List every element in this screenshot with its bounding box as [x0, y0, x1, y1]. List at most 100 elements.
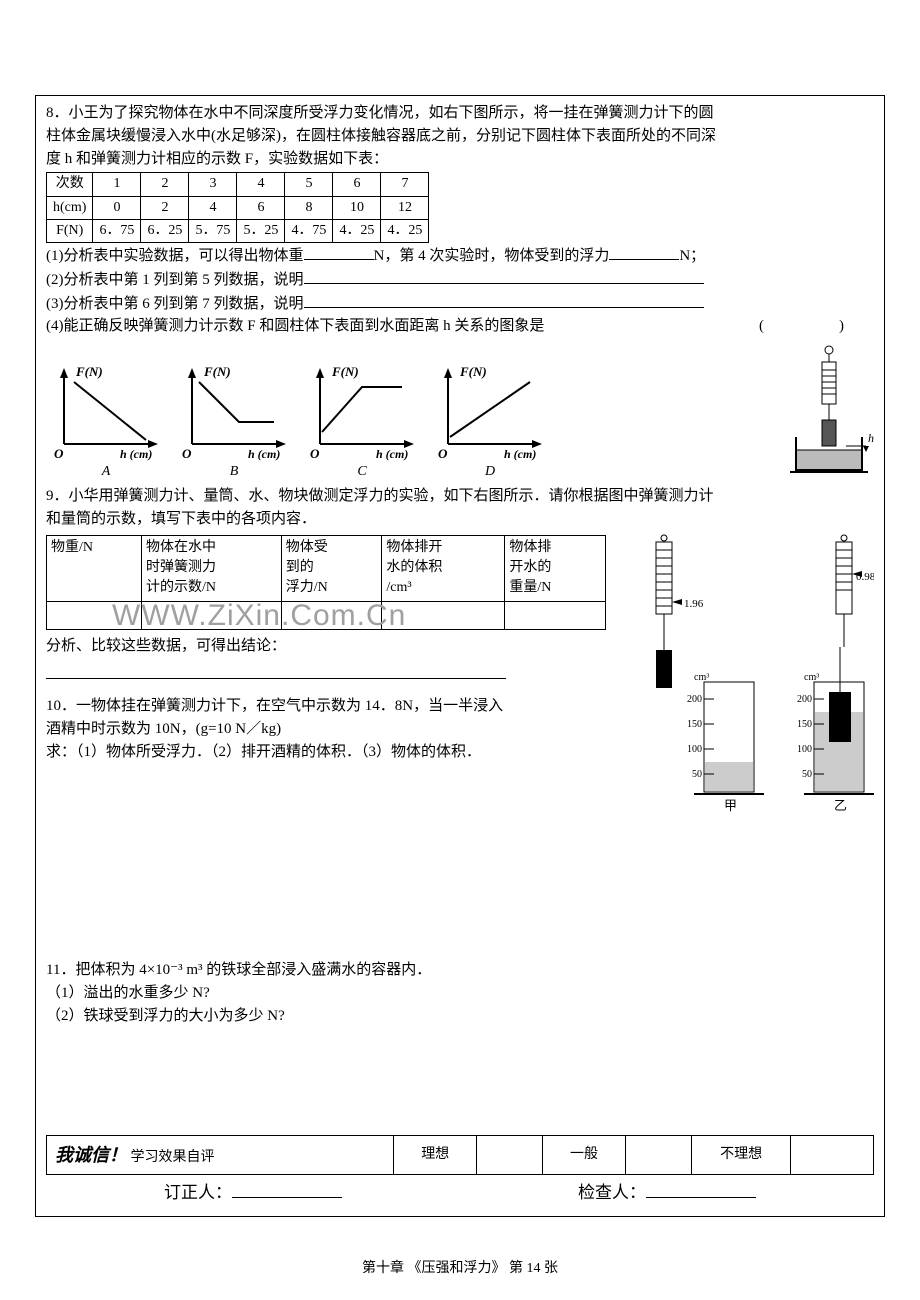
q9-left: 物重/N 物体在水中 时弹簧测力 计的示数/N 物体受 到的 浮力/N 物体排开…	[46, 532, 606, 765]
q8-blank-line1: (1)分析表中实验数据，可以得出物体重 N，第 4 次实验时，物体受到的浮力 N；	[46, 245, 874, 268]
eval-lead-rest: 学习效果自评	[127, 1150, 215, 1165]
q9-wrap: 物重/N 物体在水中 时弹簧测力 计的示数/N 物体受 到的 浮力/N 物体排开…	[46, 532, 874, 820]
q9-intro2: 和量筒的示数，填写下表中的各项内容．	[46, 509, 874, 531]
svg-text:O: O	[438, 446, 448, 461]
eval-check[interactable]	[791, 1135, 874, 1174]
signer-a: 订正人：	[164, 1181, 342, 1206]
q8-l1b: N，第 4 次实验时，物体受到的浮力	[374, 248, 610, 264]
chart-c-label: C	[302, 462, 422, 482]
signers-row: 订正人： 检查人：	[46, 1181, 874, 1206]
q8-th: 4	[237, 173, 285, 196]
q9-intro1: 9．小华用弹簧测力计、量筒、水、物块做测定浮力的实验，如下右图所示．请你根据图中…	[46, 486, 874, 508]
q8-intro-line2: 柱体金属块缓慢浸入水中(水足够深)，在圆柱体接触容器底之前，分别记下圆柱体下表面…	[46, 126, 874, 148]
fill-blank[interactable]	[304, 293, 704, 308]
q8-th: 7	[381, 173, 429, 196]
q8-cell: 4．25	[333, 219, 381, 242]
q8-cell: 6．25	[141, 219, 189, 242]
eval-check[interactable]	[477, 1135, 543, 1174]
svg-text:h (cm): h (cm)	[248, 447, 280, 461]
svg-text:O: O	[182, 446, 192, 461]
q8-l1a: (1)分析表中实验数据，可以得出物体重	[46, 248, 304, 264]
q8-data-table: 次数 1 2 3 4 5 6 7 h(cm) 0 2 4 6 8 10 12 F…	[46, 172, 429, 243]
chart-c-svg: F(N) h (cm) O	[302, 362, 422, 462]
chart-d-label: D	[430, 462, 550, 482]
q9-h0: 物重/N	[47, 535, 142, 601]
fill-blank[interactable]	[304, 245, 374, 260]
q8-cell: 8	[285, 196, 333, 219]
svg-text:200: 200	[797, 694, 812, 705]
svg-text:50: 50	[692, 769, 702, 780]
chart-b-label: B	[174, 462, 294, 482]
q8-th: 3	[189, 173, 237, 196]
svg-text:h: h	[868, 431, 874, 445]
q8-cell: 0	[93, 196, 141, 219]
q8-intro-line3: 度 h 和弹簧测力计相应的示数 F，实验数据如下表：	[46, 149, 874, 171]
q9-blank-cell[interactable]: WWW.ZiXin.Com.Cn	[142, 601, 282, 629]
eval-check[interactable]	[625, 1135, 691, 1174]
eval-opt: 理想	[394, 1135, 477, 1174]
q8-blank-line4: (4)能正确反映弹簧测力计示数 F 和圆柱体下表面到水面距离 h 关系的图象是 …	[46, 316, 874, 338]
answer-paren[interactable]: ( )	[759, 316, 874, 338]
q11-l3: （2）铁球受到浮力的大小为多少 N?	[46, 1006, 874, 1028]
q9-blank-cell[interactable]	[505, 601, 606, 629]
eval-opt: 一般	[543, 1135, 626, 1174]
q8-blank-line3: (3)分析表中第 6 列到第 7 列数据，说明	[46, 293, 874, 316]
q8-l1c: N；	[679, 248, 705, 264]
q8-cell: 12	[381, 196, 429, 219]
q9-conclusion-label: 分析、比较这些数据，可得出结论：	[46, 636, 606, 658]
apparatus-icon: h	[784, 342, 874, 482]
page-footer: 第十章 《压强和浮力》 第 14 张	[0, 1257, 920, 1277]
svg-text:甲: 甲	[724, 798, 737, 812]
q9-conclusion-blank[interactable]	[46, 658, 506, 679]
q8-cell: 5．25	[237, 219, 285, 242]
q8-cell: 6	[237, 196, 285, 219]
q9-h1: 物体在水中 时弹簧测力 计的示数/N	[142, 535, 282, 601]
svg-text:F(N): F(N)	[331, 364, 359, 379]
q8-l4: (4)能正确反映弹簧测力计示数 F 和圆柱体下表面到水面距离 h 关系的图象是	[46, 318, 544, 334]
svg-text:h (cm): h (cm)	[376, 447, 408, 461]
svg-text:cm³: cm³	[694, 672, 709, 683]
q8-cell: 6．75	[93, 219, 141, 242]
svg-text:F(N): F(N)	[203, 364, 231, 379]
chart-d: F(N) h (cm) O D	[430, 362, 550, 482]
q11-workspace[interactable]	[46, 1029, 874, 1129]
q8-th: 2	[141, 173, 189, 196]
chart-c: F(N) h (cm) O C	[302, 362, 422, 482]
fill-blank[interactable]	[304, 269, 704, 284]
svg-text:cm³: cm³	[804, 672, 819, 683]
eval-lead-bold: 我诚信！	[55, 1145, 127, 1165]
eval-lead: 我诚信！ 学习效果自评	[47, 1135, 394, 1174]
svg-text:200: 200	[687, 694, 702, 705]
sign-blank[interactable]	[232, 1181, 342, 1198]
q11-l1: 11．把体积为 4×10⁻³ m³ 的铁球全部浸入盛满水的容器内．	[46, 960, 874, 982]
svg-text:h (cm): h (cm)	[120, 447, 152, 461]
q8-th: 1	[93, 173, 141, 196]
q9-svg: 1.96 0.98 cm³ 200 150 100	[634, 532, 874, 812]
q11-l2: （1）溢出的水重多少 N?	[46, 983, 874, 1005]
worksheet-page: 8．小王为了探究物体在水中不同深度所受浮力变化情况，如右下图所示，将一挂在弹簧测…	[35, 95, 885, 1217]
q8-l3: (3)分析表中第 6 列到第 7 列数据，说明	[46, 296, 304, 312]
q8-cell: 4	[189, 196, 237, 219]
chart-a-svg: F(N) h (cm) O	[46, 362, 166, 462]
q10-l2: 酒精中时示数为 10N，(g=10 N／kg)	[46, 719, 606, 741]
svg-text:F(N): F(N)	[75, 364, 103, 379]
svg-text:O: O	[54, 446, 64, 461]
q8-cell: 4．75	[285, 219, 333, 242]
evaluation-table: 我诚信！ 学习效果自评 理想 一般 不理想	[46, 1135, 874, 1175]
q8-blank-line2: (2)分析表中第 1 列到第 5 列数据，说明	[46, 269, 874, 292]
q10-workspace[interactable]	[46, 819, 874, 959]
q8-th: 次数	[47, 173, 93, 196]
fill-blank[interactable]	[609, 245, 679, 260]
q10-l1: 10．一物体挂在弹簧测力计下，在空气中示数为 14．8N，当一半浸入	[46, 696, 606, 718]
q8-cell: 5．75	[189, 219, 237, 242]
chart-d-svg: F(N) h (cm) O	[430, 362, 550, 462]
chart-a: F(N) h (cm) O A	[46, 362, 166, 482]
sign-blank[interactable]	[646, 1181, 756, 1198]
q9-h3: 物体排开 水的体积 /cm³	[382, 535, 505, 601]
chart-b-svg: F(N) h (cm) O	[174, 362, 294, 462]
svg-text:F(N): F(N)	[459, 364, 487, 379]
q8-cell: 2	[141, 196, 189, 219]
chart-a-label: A	[46, 462, 166, 482]
q8-cell: h(cm)	[47, 196, 93, 219]
signer-b: 检查人：	[578, 1181, 756, 1206]
